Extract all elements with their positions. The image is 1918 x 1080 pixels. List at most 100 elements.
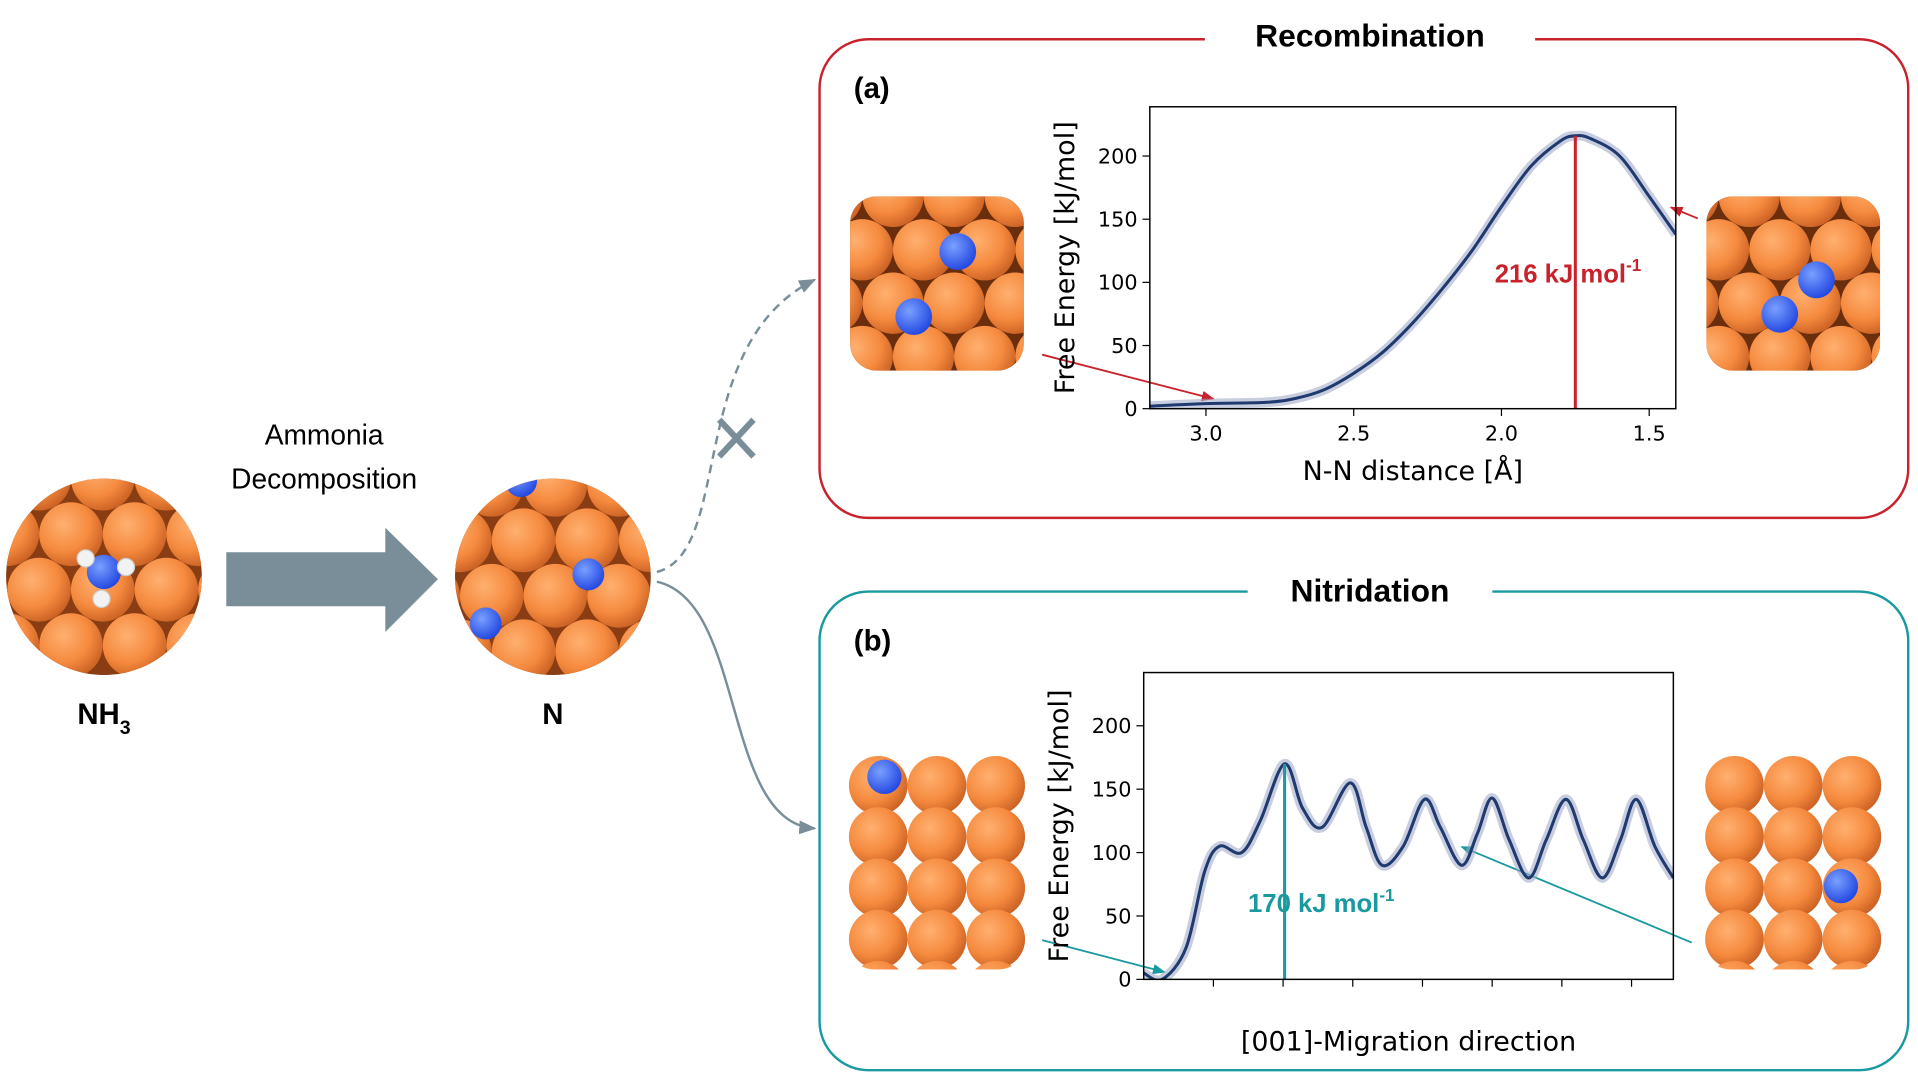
process-label: Decomposition [231,462,417,494]
y-tick-label: 100 [1092,841,1132,865]
cu-atom [1822,807,1882,867]
cu-atom [6,478,8,511]
atom-tile [1706,166,1918,371]
atom-tile [847,705,1084,1020]
y-tick-label: 50 [1111,334,1137,358]
pointer-arrow [1460,845,1693,944]
pointer-arrow [1041,353,1215,401]
cu-atom [1705,756,1764,815]
h-atom [116,557,136,577]
cu-atom [1779,196,1841,228]
free-energy-curve [1149,134,1676,408]
cu-atom [850,219,893,281]
n-atom [1798,261,1835,299]
cu-atom [7,478,71,511]
cu-atom [102,613,167,675]
h-atom [92,589,111,609]
cu-atom [966,909,1026,969]
panel-tag: (a) [854,72,890,105]
cu-atom [907,807,967,867]
y-tick-label: 200 [1098,144,1138,168]
cu-atom [1763,756,1823,815]
x-tick-label: 3.0 [1189,422,1222,446]
cu-atom [848,909,908,969]
error-band [1143,759,1674,980]
cu-atom [984,272,1024,334]
y-axis-label: Free Energy [kJ/mol] [1050,121,1081,394]
barrier-superscript: -1 [1379,885,1395,905]
cu-atom [39,613,103,675]
cu-atom [1705,909,1764,969]
cu-atom [1902,166,1918,227]
y-tick-label: 150 [1092,778,1132,802]
cu-atom [1881,859,1918,918]
cu-atom [1705,961,1764,970]
y-tick-label: 150 [1098,208,1138,232]
barrier-label: 216 kJ mol-1 [1495,255,1642,288]
vacuum [847,705,1026,755]
cu-atom [618,508,651,573]
cu-atom [966,807,1026,867]
panel-title: Nitridation [1291,572,1450,608]
cu-atom [683,619,747,683]
cu-atom [555,508,619,573]
x-axis-label: N-N distance [Å] [1303,455,1523,487]
atom-tile [455,478,747,683]
cu-atom [1749,219,1811,281]
panel-tag: (b) [854,624,891,657]
cu-atom [907,909,967,969]
y-tick-label: 0 [1118,968,1131,992]
n-atom [469,607,502,640]
cu-atom [1749,325,1811,371]
atom-tile [850,196,1024,371]
cu-atom [1810,325,1872,371]
plot-layer [1143,759,1674,980]
cu-atom [850,196,863,228]
cu-atom [1902,272,1918,333]
n-atom [505,478,537,498]
cu-atom [1840,272,1881,334]
cu-atom [923,272,985,334]
n-atom [572,558,605,591]
cu-atom [683,508,747,572]
cu-atom [555,619,619,675]
cu-atom [862,196,924,228]
y-tick-label: 50 [1105,904,1131,928]
cu-atom [1705,807,1764,867]
cu-atom [848,961,908,970]
process-arrow [226,527,438,633]
plot-frame [1149,106,1677,410]
cu-atom [1763,909,1823,969]
cu-atom [491,508,556,573]
atom-tile [1703,705,1918,1020]
cu-atom [848,858,908,918]
cu-atom [134,557,199,622]
barrier-superscript: -1 [1626,255,1642,275]
barrier-label: 170 kJ mol-1 [1248,885,1395,918]
n-atom [867,759,902,795]
barrier-text: 170 kJ mol [1248,890,1379,918]
cu-atom [848,807,908,867]
reactant-label: NH3 [77,698,130,739]
cu-atom [1822,909,1882,969]
cu-atom [1881,961,1918,1020]
free-energy-curve [1143,762,1674,980]
cu-atom [455,508,492,573]
cu-atom [618,619,651,675]
cu-atom [1822,756,1882,815]
cu-atom [523,563,588,628]
cu-atom [166,613,202,675]
cu-atom [907,756,967,815]
x-tick-label: 1.5 [1633,422,1666,446]
cu-atom [966,756,1026,815]
cu-atom [1025,961,1084,1020]
y-tick-label: 200 [1092,714,1132,738]
cu-atom [984,196,1024,228]
x-axis-label: [001]-Migration direction [1241,1027,1576,1058]
y-axis-label: Free Energy [kJ/mol] [1044,690,1075,963]
cu-atom [923,196,985,228]
plot-frame [1142,671,1675,981]
n-atom [1823,868,1859,904]
n-atom [895,298,933,336]
